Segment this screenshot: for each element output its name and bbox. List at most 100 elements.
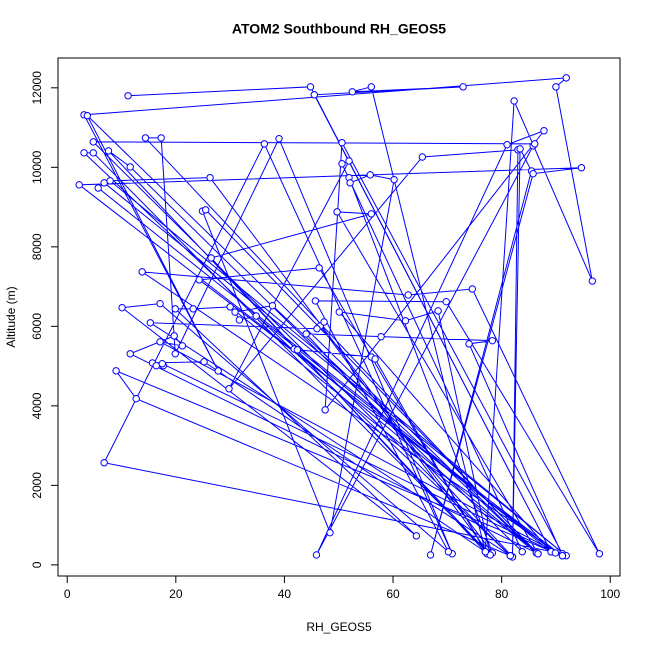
data-point xyxy=(146,319,155,327)
data-point xyxy=(346,179,354,187)
data-point xyxy=(488,336,497,345)
data-point xyxy=(201,206,210,214)
x-tick-label: 40 xyxy=(278,587,292,601)
data-point xyxy=(518,548,526,556)
data-point xyxy=(510,97,518,105)
data-point xyxy=(118,303,126,312)
data-point xyxy=(311,297,320,305)
y-tick-label: 10000 xyxy=(30,150,44,184)
data-point xyxy=(178,342,187,350)
data-point xyxy=(540,127,548,135)
data-point xyxy=(551,549,560,557)
data-point xyxy=(412,532,421,540)
x-tick-label: 60 xyxy=(386,587,400,601)
data-point xyxy=(206,173,214,182)
data-point xyxy=(516,145,524,153)
data-point xyxy=(459,83,467,91)
data-point xyxy=(320,318,328,326)
data-point xyxy=(481,548,490,556)
data-point xyxy=(226,303,234,311)
data-point xyxy=(562,74,570,82)
data-point xyxy=(465,340,473,348)
data-point xyxy=(158,360,166,368)
chart-title: ATOM2 Southbound RH_GEOS5 xyxy=(232,21,446,37)
data-point xyxy=(401,317,410,325)
data-point xyxy=(106,177,114,185)
data-point xyxy=(321,406,329,414)
data-point xyxy=(529,169,537,178)
data-point xyxy=(207,254,215,262)
data-point xyxy=(315,264,323,272)
data-point xyxy=(141,134,150,142)
data-point xyxy=(534,550,542,558)
y-tick-label: 8000 xyxy=(30,233,44,260)
data-point xyxy=(152,361,160,370)
data-point xyxy=(313,325,321,333)
data-point xyxy=(214,367,222,375)
data-point xyxy=(293,346,302,354)
data-point xyxy=(442,297,450,306)
data-point xyxy=(124,92,132,100)
data-point xyxy=(434,307,442,315)
y-tick-label: 0 xyxy=(30,561,44,568)
data-point xyxy=(94,184,102,192)
y-tick-label: 4000 xyxy=(30,392,44,419)
data-point xyxy=(225,385,233,393)
data-point xyxy=(195,276,203,284)
data-point xyxy=(231,308,239,316)
data-point xyxy=(100,179,108,187)
data-point xyxy=(335,308,343,316)
data-point xyxy=(468,285,477,293)
data-point xyxy=(104,147,113,155)
data-point xyxy=(345,157,353,165)
data-point xyxy=(200,358,208,366)
data-point xyxy=(312,551,321,559)
data-point xyxy=(333,208,341,216)
data-point xyxy=(306,83,315,91)
data-point xyxy=(89,149,97,157)
data-point xyxy=(171,350,179,358)
data-point xyxy=(138,268,146,276)
data-point xyxy=(377,332,385,341)
data-point xyxy=(171,305,179,313)
data-point xyxy=(326,528,334,537)
data-point xyxy=(157,134,165,142)
data-point xyxy=(558,552,567,560)
data-point xyxy=(588,277,597,285)
x-tick-label: 100 xyxy=(600,587,620,601)
data-point xyxy=(506,552,515,560)
data-point xyxy=(531,140,539,148)
data-point xyxy=(390,175,398,184)
y-tick-label: 2000 xyxy=(30,472,44,499)
data-point xyxy=(170,332,178,340)
data-point xyxy=(126,163,134,171)
data-point xyxy=(260,140,269,148)
x-tick-label: 20 xyxy=(169,587,183,601)
data-point xyxy=(371,355,379,363)
data-point xyxy=(338,138,346,147)
data-point xyxy=(80,149,88,157)
data-point xyxy=(252,312,260,320)
data-point xyxy=(366,171,374,179)
data-point xyxy=(112,367,120,375)
data-point xyxy=(89,138,97,146)
data-point xyxy=(132,394,140,403)
y-tick-label: 6000 xyxy=(30,313,44,340)
data-point xyxy=(156,338,164,346)
y-tick-label: 12000 xyxy=(30,71,44,105)
data-point xyxy=(126,350,134,358)
data-point xyxy=(75,181,83,189)
data-point xyxy=(444,548,453,556)
data-point xyxy=(310,91,318,99)
data-point xyxy=(275,135,283,143)
data-point xyxy=(404,291,412,299)
y-axis-label: Altitude (m) xyxy=(4,286,18,347)
data-point xyxy=(348,88,357,96)
data-point xyxy=(83,111,92,120)
data-point xyxy=(367,210,376,218)
x-tick-label: 0 xyxy=(64,587,71,601)
data-point xyxy=(338,160,346,168)
x-axis-label: RH_GEOS5 xyxy=(306,620,372,634)
data-point xyxy=(552,83,560,91)
